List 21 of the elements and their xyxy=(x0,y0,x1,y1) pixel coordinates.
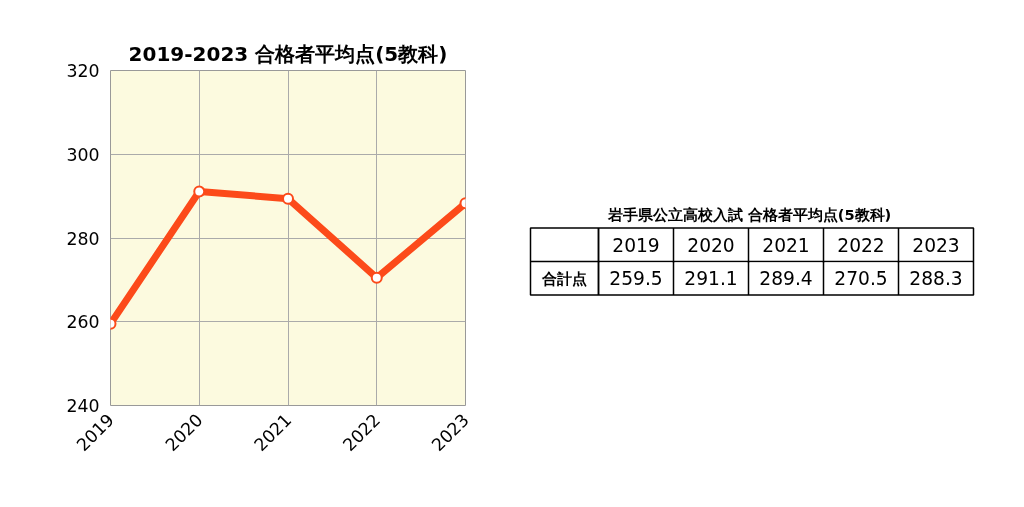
y-tick-label: 300 xyxy=(66,144,100,165)
chart-title: 岩手県公立高校入試 合格者平均点(5教科) xyxy=(606,206,892,224)
y-tick-label: 320 xyxy=(66,61,100,81)
x-tick-label: 2021 xyxy=(762,234,810,256)
x-tick-label: 2020 xyxy=(687,234,735,256)
y-tick-label: 240 xyxy=(66,396,100,416)
point xyxy=(193,185,206,198)
x-tick-label: 2022 xyxy=(837,234,885,256)
y-tick-label: 280 xyxy=(66,228,100,249)
data-label: 291.1 xyxy=(684,268,738,290)
point xyxy=(370,271,383,284)
data-label: 289.4 xyxy=(759,268,813,290)
y-tick-label: 260 xyxy=(66,312,100,333)
x-tick-label: 2019 xyxy=(612,234,660,256)
point xyxy=(282,192,294,205)
data-label: 270.5 xyxy=(834,268,888,290)
y-tick-label: 合計点 xyxy=(541,269,587,287)
data-label: 259.5 xyxy=(609,268,663,290)
x-tick-label: 2023 xyxy=(912,234,960,256)
data-label: 288.3 xyxy=(909,268,963,290)
chart-title: 2019-2023 合格者平均点(5教科) xyxy=(128,41,448,66)
